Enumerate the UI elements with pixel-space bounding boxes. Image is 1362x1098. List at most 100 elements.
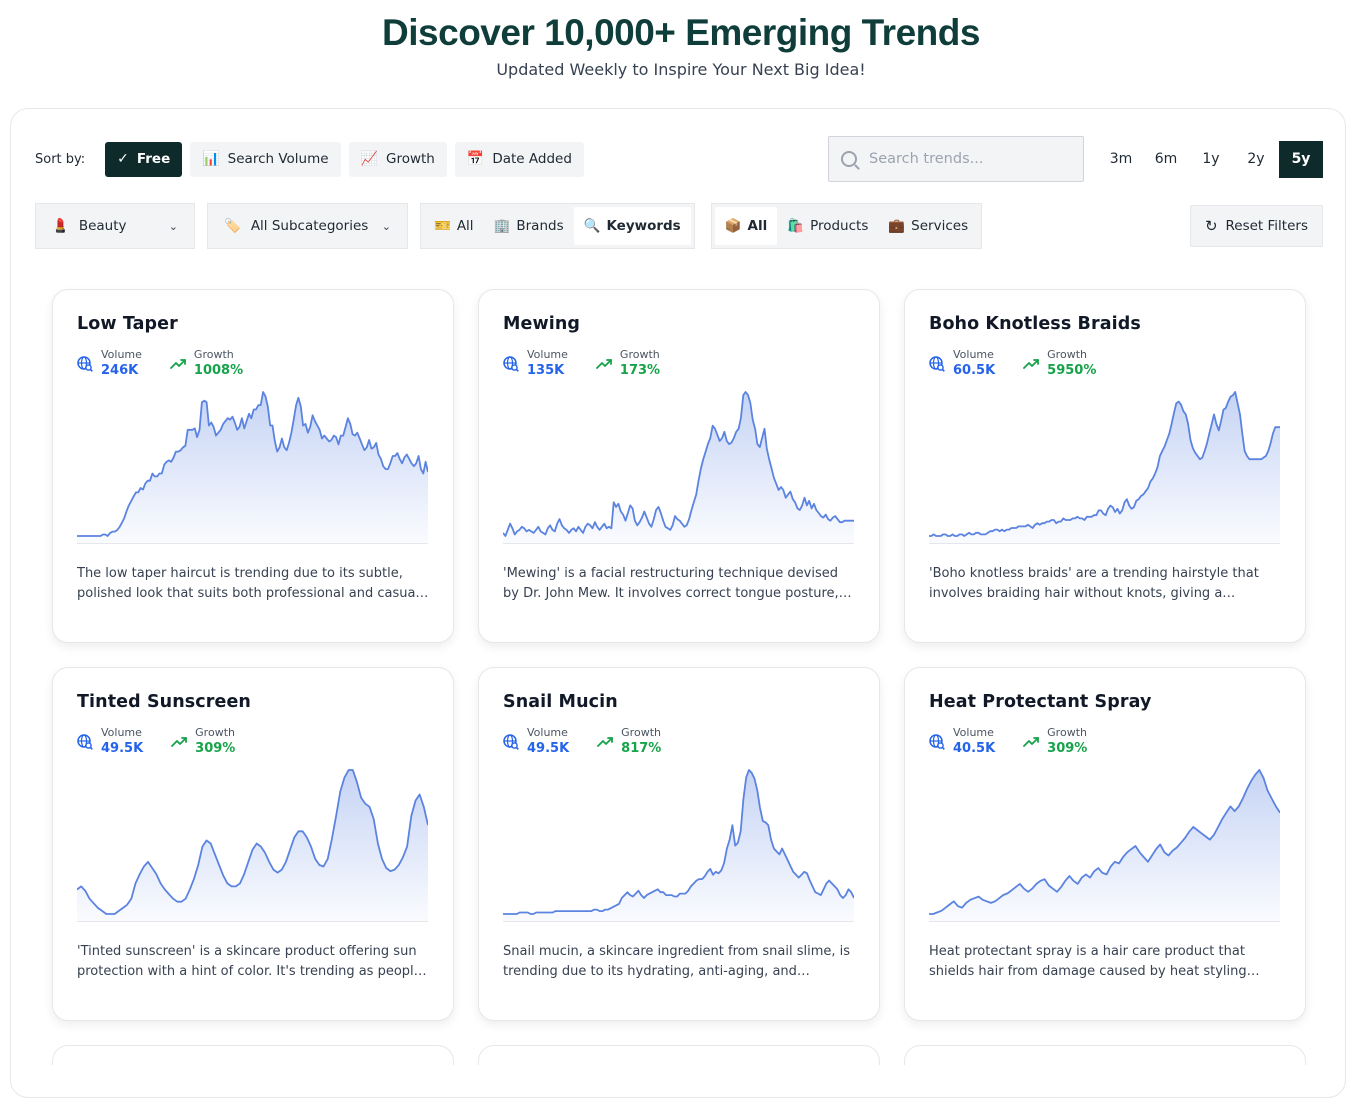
sort-free-label: Free [136,151,171,167]
volume-value: 49.5K [527,741,570,756]
growth-value: 309% [1047,741,1088,756]
trend-description: Heat protectant spray is a hair care pro… [929,944,1247,979]
volume-metric: Volume 246K [77,348,142,382]
sparkline-line [503,391,854,537]
sparkline-area [929,770,1280,922]
type-brands-option[interactable]: 🏢 Brands [484,207,574,245]
shopping-bags-icon: 🛍️ [787,218,805,234]
sparkline-area [503,392,854,544]
trend-card[interactable]: Boho Knotless Braids Volume 60.5K [904,289,1306,643]
trend-title: Low Taper [77,314,178,334]
trend-card[interactable]: Mewing Volume 135K Growth [478,289,880,643]
trend-card[interactable] [52,1045,454,1065]
sparkline-line [929,769,1280,915]
offer-filter-group: 📦 All 🛍️ Products 💼 Services [710,203,983,249]
trend-card[interactable]: Snail Mucin Volume 49.5K Gr [478,667,880,1021]
trend-sparkline [503,391,854,544]
trending-up-icon [1023,356,1040,375]
magnifier-icon: 🔍 [583,218,601,234]
globe-search-icon [77,356,93,376]
trend-metrics: Volume 49.5K Growth 309% [77,726,429,760]
trend-title: Heat Protectant Spray [929,692,1152,712]
trend-card[interactable]: Heat Protectant Spray Volume 40.5K [904,667,1306,1021]
volume-label: Volume [953,726,994,739]
type-all-label: All [456,218,474,234]
type-all-option[interactable]: 🎫 All [424,207,484,245]
trend-title: Tinted Sunscreen [77,692,251,712]
trend-description: 'Mewing' is a facial restructuring techn… [503,566,839,601]
sort-date-added-button[interactable]: 📅 Date Added [454,141,584,177]
period-5y[interactable]: 5y [1279,140,1323,178]
trend-title: Snail Mucin [503,692,618,712]
volume-label: Volume [101,726,142,739]
bar-chart-icon: 📊 [202,151,220,167]
subcategory-value: All Subcategories [250,218,369,234]
volume-label: Volume [953,348,994,361]
search-box[interactable]: Search trends... [828,136,1084,182]
offer-all-option[interactable]: 📦 All [714,207,778,245]
period-1y[interactable]: 1y [1202,151,1220,167]
trend-title: Mewing [503,314,581,334]
sort-free-button[interactable]: ✓ Free [105,141,183,177]
sort-search-volume-label: Search Volume [227,151,329,167]
reset-filters-button[interactable]: ↻ Reset Filters [1189,205,1323,247]
trend-description: 'Boho knotless braids' are a trending ha… [929,566,1259,601]
sort-search-volume-button[interactable]: 📊 Search Volume [190,141,341,177]
volume-label: Volume [527,726,568,739]
sparkline-line [503,769,854,915]
period-6m[interactable]: 6m [1154,151,1178,167]
period-2y[interactable]: 2y [1247,151,1265,167]
sort-toolbar: Sort by: ✓ Free 📊 Search Volume 📈 Growth… [35,136,1323,182]
trending-chart-icon: 📈 [360,151,378,167]
trending-up-icon [171,734,188,753]
type-keywords-option[interactable]: 🔍 Keywords [573,207,691,245]
trending-up-icon [596,356,612,375]
trend-card[interactable] [478,1045,880,1065]
reset-filters-label: Reset Filters [1225,218,1308,234]
trend-description: 'Tinted sunscreen' is a skincare product… [77,944,422,979]
search-input[interactable]: Search trends... [869,151,984,167]
offer-all-label: All [747,218,768,234]
trend-sparkline [929,391,1280,544]
trend-card[interactable]: Tinted Sunscreen Volume 49.5K [52,667,454,1021]
check-icon: ✓ [117,151,129,167]
sort-growth-button[interactable]: 📈 Growth [348,141,447,177]
volume-metric: Volume 40.5K [929,726,995,760]
globe-search-icon [503,734,519,754]
sort-growth-label: Growth [386,151,435,167]
type-filter-group: 🎫 All 🏢 Brands 🔍 Keywords [420,203,695,249]
growth-metric: Growth 817% [597,726,661,760]
trend-card[interactable]: Low Taper Volume 246K Growt [52,289,454,643]
period-3m[interactable]: 3m [1109,151,1133,167]
filter-toolbar: 💄 Beauty ⌄ 🏷️ All Subcategories ⌄ 🎫 All … [35,203,1323,249]
globe-search-icon [77,734,93,754]
category-dropdown[interactable]: 💄 Beauty ⌄ [35,203,195,249]
volume-value: 60.5K [953,363,996,378]
sparkline-area [77,770,428,922]
tag-icon: 🏷️ [224,218,241,234]
growth-label: Growth [621,726,661,739]
growth-label: Growth [1047,726,1087,739]
growth-value: 817% [621,741,662,756]
volume-value: 40.5K [953,741,996,756]
page-subtitle: Updated Weekly to Inspire Your Next Big … [496,60,866,79]
volume-metric: Volume 49.5K [77,726,143,760]
volume-metric: Volume 135K [503,348,568,382]
trends-panel: Sort by: ✓ Free 📊 Search Volume 📈 Growth… [10,108,1346,1098]
offer-products-option[interactable]: 🛍️ Products [777,207,878,245]
sparkline-area [77,392,428,544]
offer-services-label: Services [911,218,969,234]
volume-label: Volume [527,348,568,361]
growth-metric: Growth 173% [596,348,660,382]
category-value: Beauty [78,218,127,234]
trend-sparkline [929,769,1280,922]
package-icon: 📦 [724,218,742,234]
growth-value: 1008% [193,363,244,378]
trend-card[interactable] [904,1045,1306,1065]
volume-value: 246K [101,363,139,378]
growth-label: Growth [619,348,660,361]
subcategory-dropdown[interactable]: 🏷️ All Subcategories ⌄ [207,203,408,249]
offer-services-option[interactable]: 💼 Services [878,207,978,245]
period-selector: 3m 6m 1y 2y 5y [1098,140,1323,178]
trend-sparkline [77,769,428,922]
